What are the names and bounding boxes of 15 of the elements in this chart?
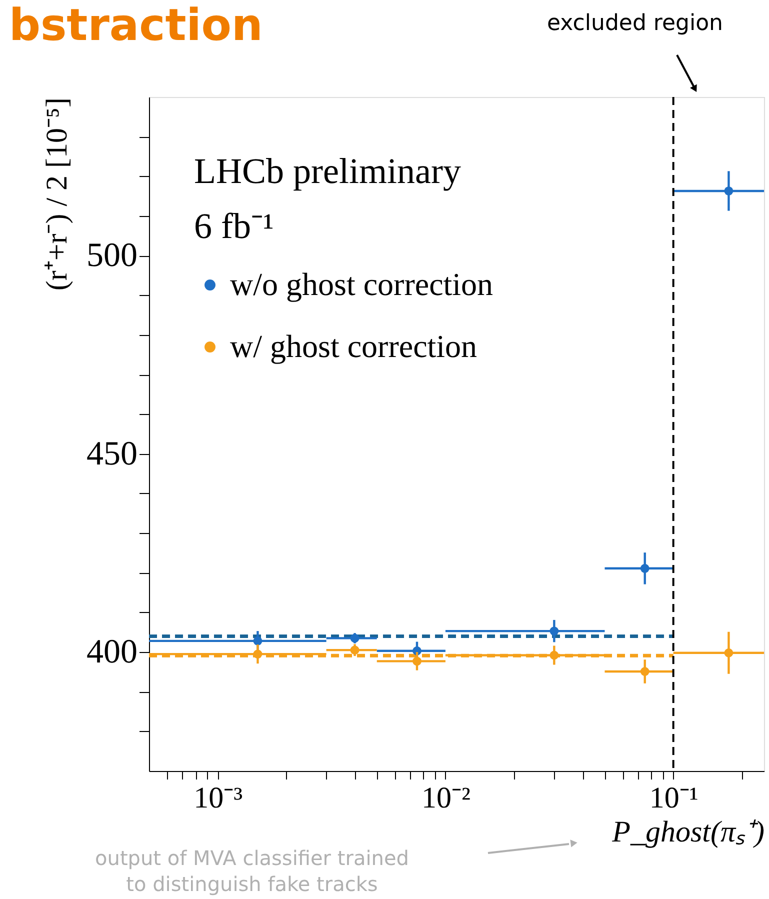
legend-label: w/o ghost correction xyxy=(230,266,494,302)
x-tick-label: 10⁻¹ xyxy=(649,782,698,814)
legend-label: w/ ghost correction xyxy=(230,328,478,364)
annotation: LHCb preliminary xyxy=(194,151,461,191)
x-axis-title: P_ghost(πₛ⁺) xyxy=(611,816,764,848)
x-tick-label: 10⁻² xyxy=(421,782,470,814)
chart-title: bstraction xyxy=(9,0,263,51)
y-tick-label: 450 xyxy=(86,435,138,472)
annotation: 6 fb⁻¹ xyxy=(194,206,274,246)
text: output of MVA classifier trained to distinguish fake tracks xyxy=(95,846,409,896)
y-tick-label: 500 xyxy=(86,237,138,274)
text: excluded region xyxy=(547,11,723,36)
y-axis-title: (r⁺+r⁻) / 2 [10⁻⁵] xyxy=(40,98,74,291)
y-tick-label: 400 xyxy=(86,634,138,671)
x-tick-label: 10⁻³ xyxy=(194,782,243,814)
